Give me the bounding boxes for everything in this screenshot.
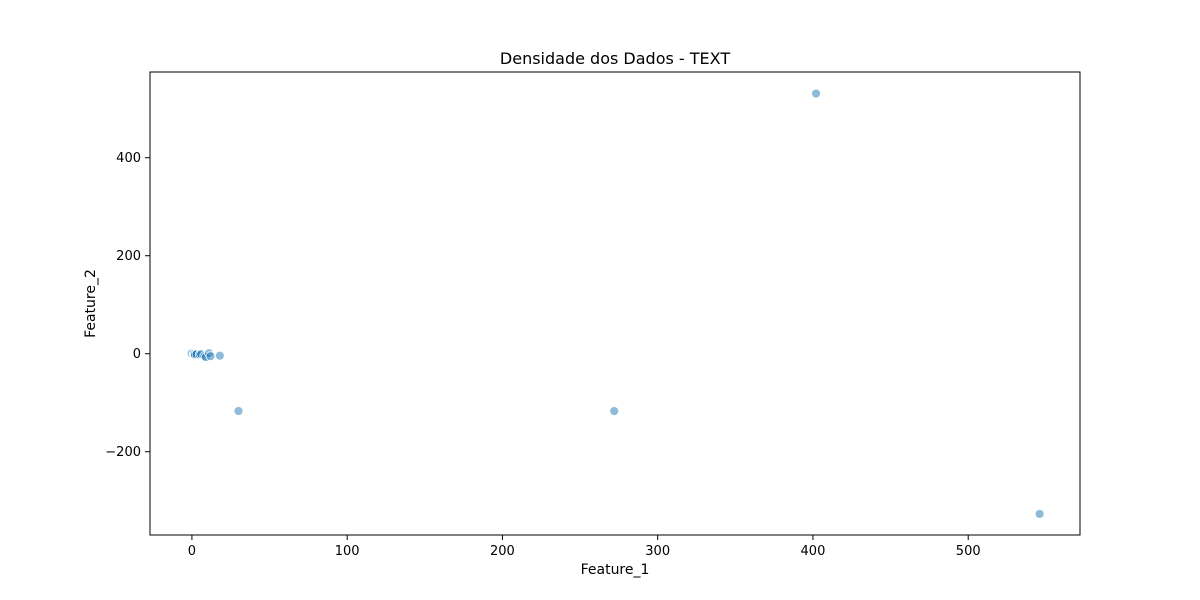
y-axis-label: Feature_2 — [83, 269, 99, 338]
y-axis: −200 0 200 400 — [105, 151, 150, 460]
x-axis: 0 100 200 300 400 500 — [188, 535, 981, 559]
data-point — [205, 351, 216, 362]
x-tick-label: 0 — [188, 544, 196, 559]
x-tick-label: 100 — [335, 544, 360, 559]
y-tick-label: 400 — [116, 151, 141, 166]
x-tick-label: 300 — [645, 544, 670, 559]
data-point — [609, 406, 620, 416]
y-tick-label: 0 — [133, 347, 141, 362]
y-tick-label: 200 — [116, 249, 141, 264]
y-tick-label: −200 — [105, 445, 141, 460]
points-layer — [186, 88, 1045, 519]
chart-title: Densidade dos Dados - TEXT — [500, 49, 730, 68]
x-axis-label: Feature_1 — [581, 562, 650, 578]
x-tick-label: 500 — [956, 544, 981, 559]
data-point — [1034, 509, 1045, 519]
data-point — [811, 88, 821, 99]
data-point — [214, 350, 225, 361]
x-tick-label: 400 — [801, 544, 826, 559]
plot-frame — [149, 71, 1081, 536]
x-tick-label: 200 — [490, 544, 515, 559]
data-point — [233, 406, 244, 416]
